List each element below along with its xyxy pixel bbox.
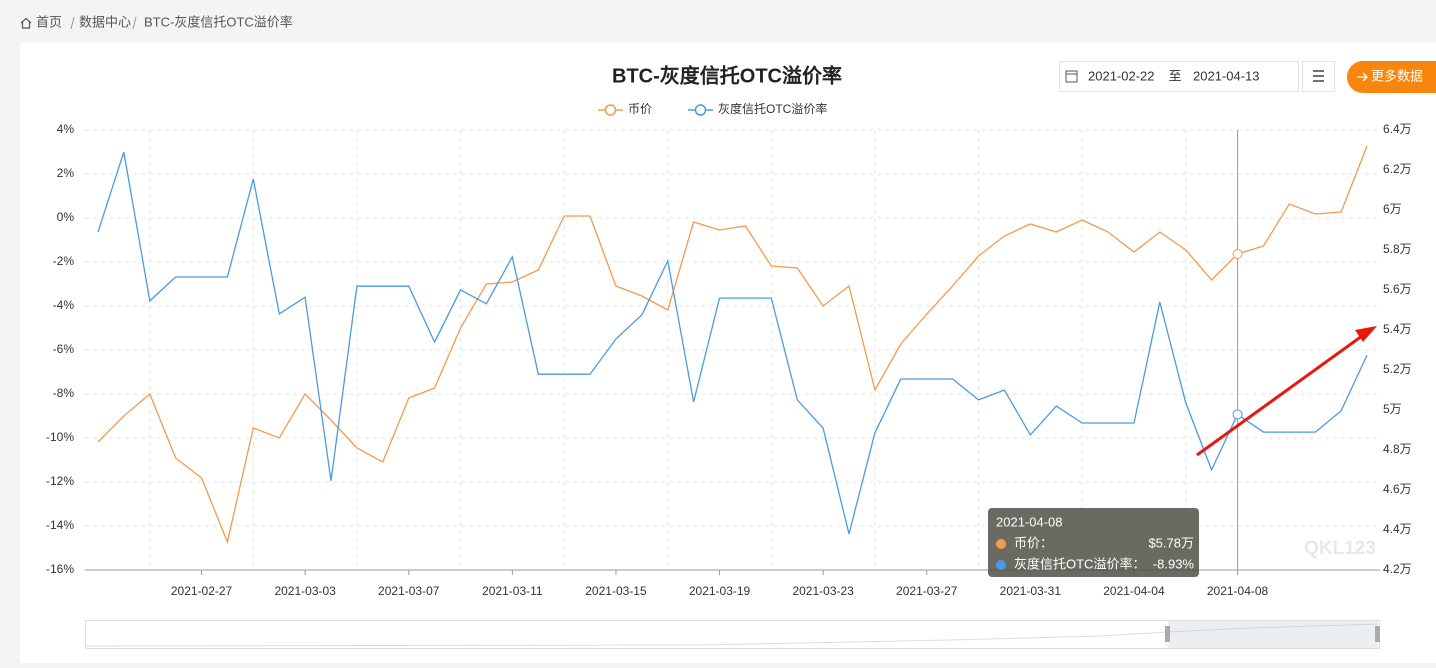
breadcrumb-home[interactable]: 首页 [36, 14, 62, 29]
card [20, 43, 1436, 663]
tooltip-name: 灰度信托OTC溢价率： [1014, 556, 1145, 571]
highlight-point [1232, 409, 1243, 420]
y2-tick-label: 5.8万 [1383, 242, 1412, 256]
y-tick-label: -4% [53, 298, 75, 312]
y2-tick-label: 6.2万 [1383, 162, 1412, 176]
zoom-handle[interactable] [1165, 626, 1170, 642]
arrow-shaft [1196, 334, 1363, 457]
x-tick-label: 2021-04-08 [1207, 584, 1269, 598]
y2-tick-label: 5万 [1383, 402, 1402, 416]
data-zoom[interactable] [85, 620, 1381, 649]
y2-tick-label: 4.2万 [1383, 562, 1412, 576]
x-tick-label: 2021-03-23 [792, 584, 854, 598]
y2-tick-label: 5.6万 [1383, 282, 1412, 296]
breadcrumb-separator [70, 16, 75, 30]
watermark: QKL123 [1304, 538, 1376, 559]
y-tick-label: 4% [57, 122, 75, 136]
tooltip-box [988, 508, 1199, 577]
annotation-arrow [1196, 326, 1377, 457]
tooltip-dot [996, 539, 1006, 549]
x-tick-label: 2021-02-27 [171, 584, 233, 598]
more-label[interactable]: 更多数据 [1371, 68, 1423, 83]
tooltip-name: 币价： [1014, 535, 1053, 550]
x-tick-label: 2021-03-19 [689, 584, 751, 598]
legend-marker [694, 104, 707, 116]
y2-tick-label: 6.4万 [1383, 122, 1412, 136]
date-end[interactable]: 2021-04-13 [1193, 68, 1260, 83]
more-bg[interactable] [1347, 61, 1436, 93]
y-tick-label: -14% [46, 518, 74, 532]
x-tick-label: 2021-03-07 [378, 584, 440, 598]
menu-button[interactable] [1302, 61, 1335, 92]
zoom-window[interactable] [1168, 621, 1378, 648]
x-tick-label: 2021-03-31 [1000, 584, 1062, 598]
y2-tick-label: 4.6万 [1383, 482, 1412, 496]
date-picker[interactable]: 2021-02-22 至 2021-04-13 [1059, 61, 1299, 92]
tooltip-value: $5.78万 [1148, 535, 1194, 550]
x-tick-label: 2021-03-27 [896, 584, 958, 598]
more-button[interactable]: 更多数据 [1347, 61, 1436, 93]
breadcrumb-data[interactable]: 数据中心 [79, 14, 131, 29]
arrow-icon [1357, 72, 1368, 82]
tooltip-date: 2021-04-08 [996, 514, 1063, 529]
legend-label: 灰度信托OTC溢价率 [718, 101, 827, 116]
breadcrumb-separator [132, 16, 137, 30]
y-tick-label: 2% [57, 166, 75, 180]
x-tick-label: 2021-04-04 [1103, 584, 1165, 598]
y-tick-label: -2% [53, 254, 75, 268]
date-separator: 至 [1168, 68, 1181, 83]
tooltip-value: -8.93% [1153, 556, 1195, 571]
x-tick-label: 2021-03-03 [274, 584, 336, 598]
highlight-point [1232, 249, 1243, 259]
y-tick-label: -8% [53, 386, 75, 400]
legend-marker [604, 104, 617, 116]
y-tick-label: -6% [53, 342, 75, 356]
series-line [97, 151, 1368, 535]
zoom-preview [85, 623, 1379, 647]
date-box[interactable] [1059, 61, 1299, 92]
zoom-handle[interactable] [1375, 626, 1380, 642]
y-tick-label: 0% [57, 210, 75, 224]
y2-tick-label: 6万 [1383, 202, 1402, 216]
y2-tick-label: 4.8万 [1383, 442, 1412, 456]
y-tick-label: -12% [46, 474, 74, 488]
date-start[interactable]: 2021-02-22 [1088, 68, 1155, 83]
chart-title: BTC-灰度信托OTC溢价率 [612, 63, 842, 87]
breadcrumb: 首页 数据中心 BTC-灰度信托OTC溢价率 [20, 14, 293, 30]
menu-icon [1313, 70, 1324, 82]
home-icon [20, 17, 32, 29]
x-tick-label: 2021-03-15 [585, 584, 647, 598]
plot: 4% 2% 0% -2% -4% -6% -8% -10% -12% -14% -16% 6.4万 6.… [46, 101, 1412, 598]
tooltip: 2021-04-08 币价： $5.78万 灰度信托OTC溢价率： -8.93% [988, 508, 1199, 577]
y-tick-label: -10% [46, 430, 74, 444]
legend-label: 币价 [628, 102, 652, 116]
y2-tick-label: 5.2万 [1383, 362, 1412, 376]
y2-tick-label: 4.4万 [1383, 522, 1412, 536]
arrow-head [1355, 326, 1377, 342]
series-line [97, 145, 1368, 545]
breadcrumb-current: BTC-灰度信托OTC溢价率 [144, 14, 293, 29]
tooltip-dot [996, 560, 1006, 570]
x-tick-label: 2021-03-11 [482, 584, 543, 598]
y2-tick-label: 5.4万 [1383, 322, 1412, 336]
calendar-icon [1065, 70, 1078, 83]
y-tick-label: -16% [46, 562, 74, 576]
